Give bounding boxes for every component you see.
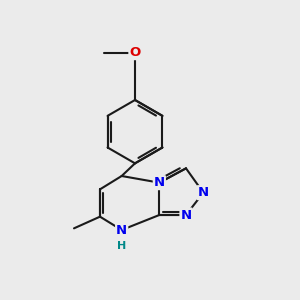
Text: O: O [129, 46, 141, 59]
Text: N: N [180, 208, 192, 221]
Text: N: N [116, 224, 127, 236]
Text: H: H [117, 241, 126, 251]
Text: N: N [198, 186, 209, 199]
Text: N: N [154, 176, 165, 189]
